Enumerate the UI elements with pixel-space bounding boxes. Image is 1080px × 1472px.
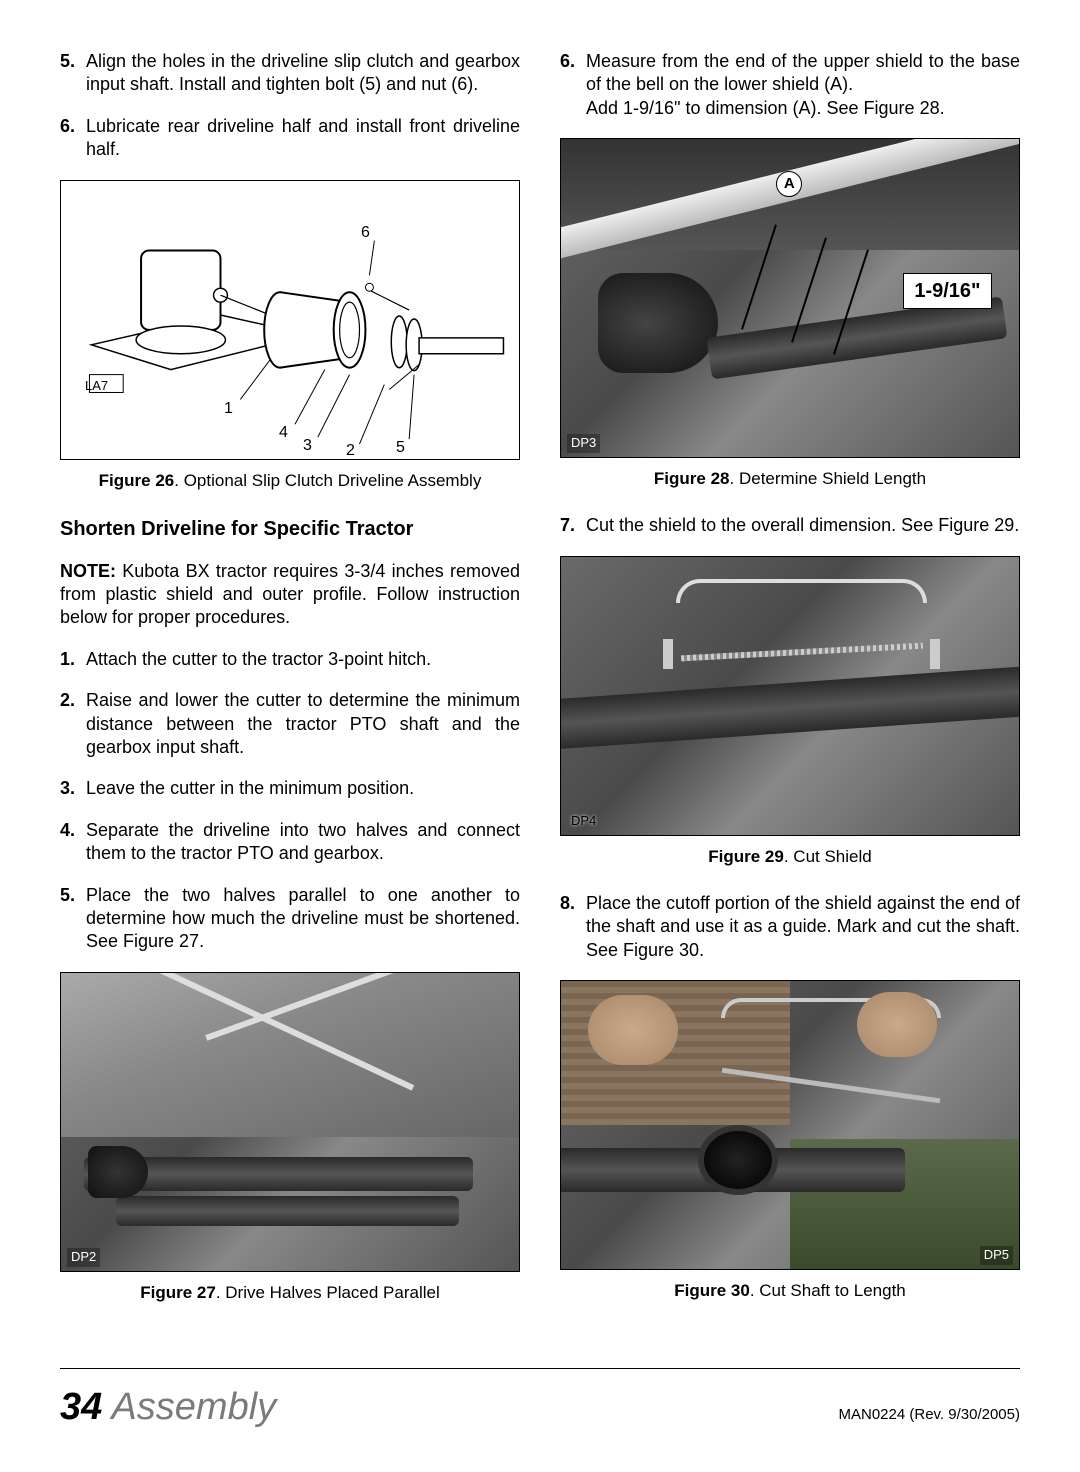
figure-30-caption: Figure 30. Cut Shaft to Length: [560, 1280, 1020, 1302]
step-item: 1.Attach the cutter to the tractor 3-poi…: [60, 648, 520, 671]
photo-tag: DP4: [567, 812, 600, 831]
figure-29: DP4: [560, 556, 1020, 836]
diagram-callout: 4: [279, 423, 288, 444]
right-steps-top: 6.Measure from the end of the upper shie…: [560, 50, 1020, 120]
diagram-callout: 6: [361, 223, 370, 244]
step-item: 4.Separate the driveline into two halves…: [60, 819, 520, 866]
left-steps-mid: 1.Attach the cutter to the tractor 3-poi…: [60, 648, 520, 954]
figure-26-caption: Figure 26. Optional Slip Clutch Drivelin…: [60, 470, 520, 492]
two-column-layout: 5. Align the holes in the driveline slip…: [60, 50, 1020, 1328]
diagram-label-la7: LA7: [85, 378, 108, 395]
right-steps-bot: 8.Place the cutoff portion of the shield…: [560, 892, 1020, 962]
figure-28: A 1-9/16" DP3: [560, 138, 1020, 458]
figure-28-caption: Figure 28. Determine Shield Length: [560, 468, 1020, 490]
dimension-label: 1-9/16": [903, 273, 991, 309]
figure-30: DP5: [560, 980, 1020, 1270]
photo-tag: DP2: [67, 1248, 100, 1267]
step-item: 6. Lubricate rear driveline half and ins…: [60, 115, 520, 162]
right-steps-mid: 7.Cut the shield to the overall dimensio…: [560, 514, 1020, 537]
footer-page-section: 34 Assembly: [60, 1383, 276, 1432]
diagram-callout: 2: [346, 441, 355, 460]
section-heading: Shorten Driveline for Specific Tractor: [60, 516, 520, 542]
step-item: 2.Raise and lower the cutter to determin…: [60, 689, 520, 759]
diagram-callout: 1: [224, 399, 233, 420]
photo-tag: DP5: [980, 1246, 1013, 1265]
step-text: Lubricate rear driveline half and instal…: [86, 115, 520, 162]
step-item: 7.Cut the shield to the overall dimensio…: [560, 514, 1020, 537]
left-steps-top: 5. Align the holes in the driveline slip…: [60, 50, 520, 162]
figure-26: LA7 1 4 3 2 6 5: [60, 180, 520, 460]
figure-29-caption: Figure 29. Cut Shield: [560, 846, 1020, 868]
step-item: 6.Measure from the end of the upper shie…: [560, 50, 1020, 120]
note-paragraph: NOTE: Kubota BX tractor requires 3-3/4 i…: [60, 560, 520, 630]
figure-27: DP2: [60, 972, 520, 1272]
diagram-callout: 3: [303, 436, 312, 457]
note-label: NOTE:: [60, 561, 116, 581]
step-item: 5.Place the two halves parallel to one a…: [60, 884, 520, 954]
page-number: 34: [60, 1386, 102, 1428]
note-text: Kubota BX tractor requires 3-3/4 inches …: [60, 561, 520, 628]
section-name: Assembly: [102, 1386, 276, 1428]
step-text: Align the holes in the driveline slip cl…: [86, 50, 520, 97]
right-column: 6.Measure from the end of the upper shie…: [560, 50, 1020, 1328]
page-footer: 34 Assembly MAN0224 (Rev. 9/30/2005): [60, 1368, 1020, 1432]
footer-rule: [60, 1368, 1020, 1369]
step-number: 5.: [60, 50, 86, 97]
step-number: 6.: [60, 115, 86, 162]
photo-tag: DP3: [567, 434, 600, 453]
step-item: 8.Place the cutoff portion of the shield…: [560, 892, 1020, 962]
diagram-callout: 5: [396, 438, 405, 459]
step-item: 3.Leave the cutter in the minimum positi…: [60, 777, 520, 800]
slip-clutch-diagram: [61, 181, 519, 459]
figure-27-caption: Figure 27. Drive Halves Placed Parallel: [60, 1282, 520, 1304]
left-column: 5. Align the holes in the driveline slip…: [60, 50, 520, 1328]
step-item: 5. Align the holes in the driveline slip…: [60, 50, 520, 97]
doc-id: MAN0224 (Rev. 9/30/2005): [839, 1405, 1021, 1425]
